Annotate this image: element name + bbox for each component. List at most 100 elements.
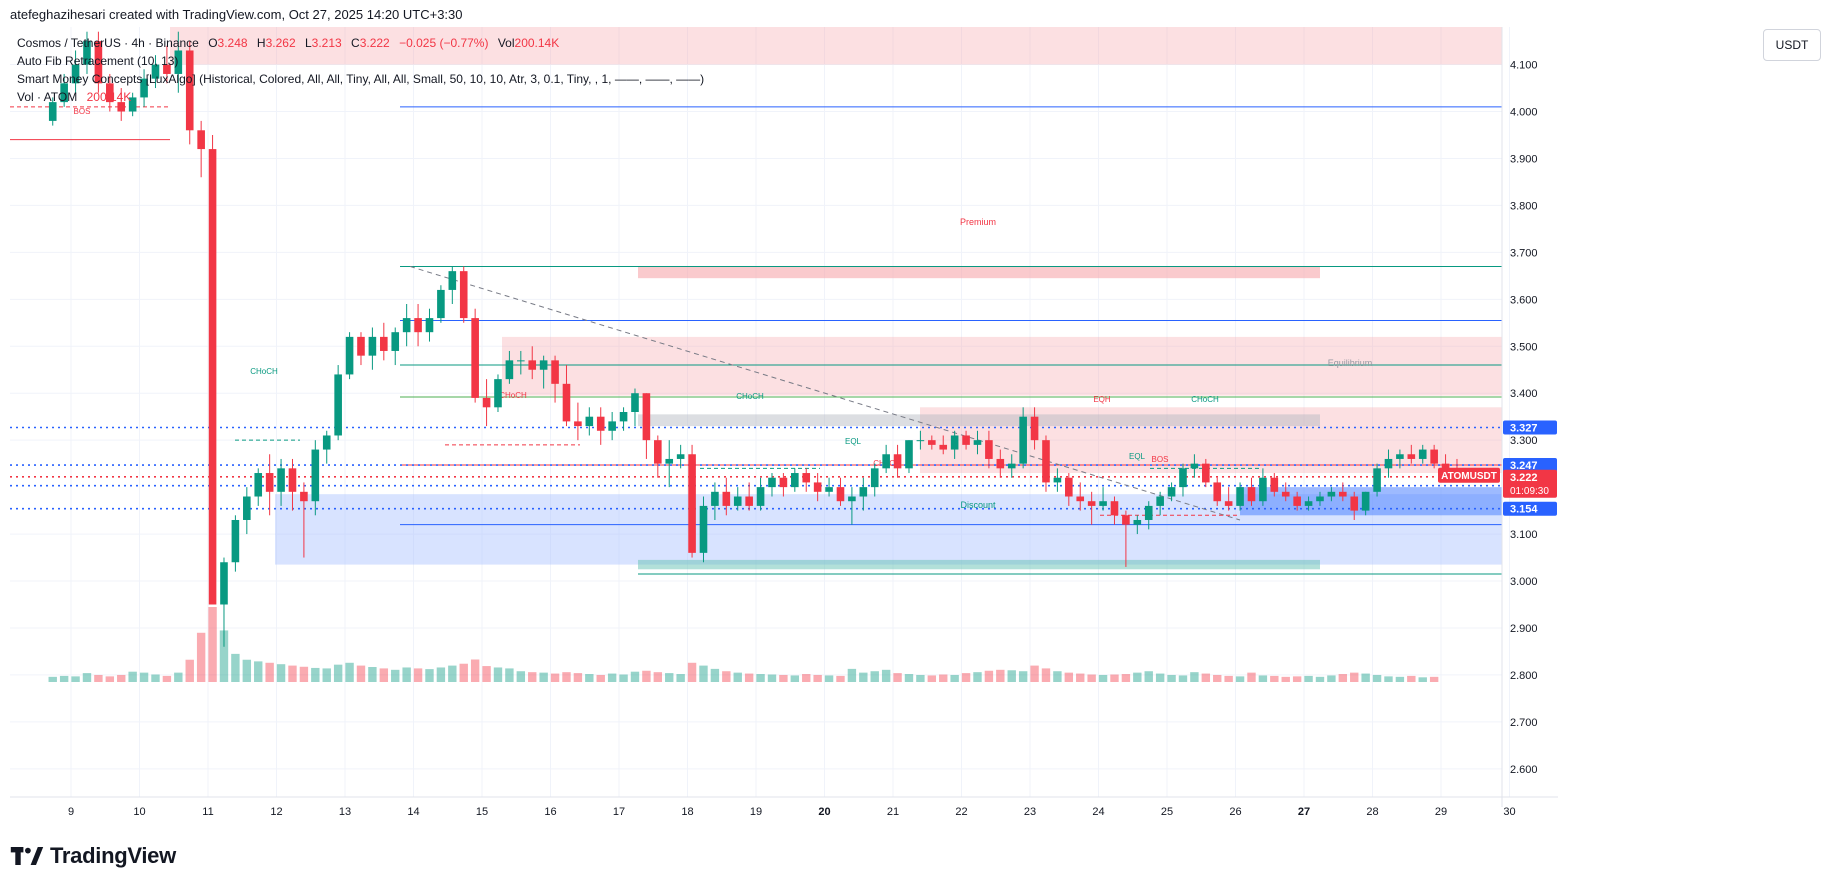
candle-body	[151, 64, 160, 79]
candle-body	[1190, 463, 1199, 469]
candle-body	[791, 473, 799, 488]
open-label: O	[208, 36, 218, 50]
candle-body	[528, 360, 537, 370]
candle-body	[802, 473, 811, 483]
volume-bar	[802, 674, 811, 682]
volume-bar	[939, 674, 948, 682]
choch-label: CHoCH	[499, 391, 527, 400]
discount-zone	[638, 559, 1320, 570]
time-tick-label: 23	[1024, 806, 1036, 818]
volume-indicator-label: Vol · ATOM	[17, 90, 78, 104]
candle-body	[517, 360, 525, 362]
candle-body	[596, 416, 605, 431]
volume-bar	[1327, 675, 1336, 682]
close-label: C	[351, 36, 360, 50]
candle-body	[654, 440, 662, 464]
candle-body	[631, 393, 639, 412]
volume-bar	[836, 675, 845, 682]
volume-bar	[425, 669, 434, 682]
volume-bar	[436, 667, 446, 682]
candle-body	[859, 487, 868, 497]
volume-bar	[1395, 676, 1405, 682]
volume-bar	[299, 666, 309, 682]
time-tick-label: 19	[750, 806, 762, 818]
candle-body	[916, 440, 925, 442]
candle-body	[1042, 440, 1050, 483]
candle-body	[83, 41, 91, 65]
candle-body	[779, 477, 788, 488]
volume-bar	[1110, 674, 1119, 682]
volume-bar	[996, 669, 1005, 682]
volume-bar	[459, 663, 468, 682]
volume-bar	[859, 672, 868, 682]
volume-bar	[1133, 672, 1142, 682]
candle-body	[380, 336, 388, 351]
volume-bar	[1098, 674, 1108, 682]
volume-bar	[345, 662, 354, 682]
candle-body	[60, 83, 68, 103]
candle-body	[711, 491, 719, 506]
candle-body	[1030, 416, 1039, 441]
symbol-legend-row[interactable]: Cosmos / TetherUS · 4h · Binance O3.248 …	[17, 34, 704, 52]
candle-body	[140, 78, 148, 98]
candle-body	[1396, 454, 1404, 459]
eql-label: EQL	[1129, 452, 1146, 461]
volume-bar	[219, 630, 229, 682]
time-tick-label: 24	[1092, 806, 1104, 818]
symbol-tag-label: ATOMUSDT	[1441, 471, 1497, 482]
chart-area[interactable]: BOSCHoCHCHoCHCHoCHEQLCHoCHEQHCHoCHEQLBOS…	[10, 27, 1824, 824]
volume-bar	[276, 664, 286, 682]
price-tick-label: 2.700	[1510, 717, 1538, 729]
price-tick-label: 3.400	[1510, 388, 1538, 400]
volume-bar	[1258, 675, 1268, 682]
volume-bar	[1338, 674, 1348, 682]
volume-bar	[767, 674, 777, 682]
symbol-name[interactable]: Cosmos / TetherUS · 4h · Binance	[17, 36, 199, 50]
candlestick-chart[interactable]: BOSCHoCHCHoCHCHoCHEQLCHoCHEQHCHoCHEQLBOS…	[10, 27, 1824, 824]
time-tick-label: 21	[887, 806, 899, 818]
volume-bar	[528, 672, 537, 682]
volume-bar	[333, 664, 343, 682]
candle-body	[836, 487, 845, 502]
candle-body	[1259, 477, 1267, 502]
currency-selector[interactable]: USDT	[1763, 29, 1821, 61]
time-tick-label: 27	[1298, 806, 1310, 818]
candle-body	[117, 102, 126, 112]
volume-bar	[208, 607, 217, 682]
indicator-smc[interactable]: Smart Money Concepts [LuxAlgo] (Historic…	[17, 72, 705, 86]
volume-bar	[516, 671, 526, 682]
candle-body	[1281, 491, 1290, 497]
volume-bar	[1247, 672, 1256, 682]
volume-bar	[493, 667, 503, 682]
volume-bar	[1384, 676, 1393, 682]
indicator-fib[interactable]: Auto Fib Retracement (10, 13)	[17, 54, 179, 68]
candle-body	[1224, 501, 1233, 506]
candle-body	[745, 496, 753, 506]
volume-bar	[254, 661, 263, 682]
candle-body	[893, 454, 902, 469]
volume-bar	[1407, 675, 1416, 682]
candle-body	[973, 440, 982, 445]
close-value: 3.222	[359, 36, 390, 50]
candle-body	[870, 468, 879, 488]
candle-body	[1213, 482, 1222, 502]
premium-label: Premium	[960, 217, 996, 227]
candle-body	[551, 360, 559, 384]
price-tick-label: 3.000	[1510, 576, 1538, 588]
price-tick-label: 2.900	[1510, 623, 1538, 635]
candle-body	[288, 468, 297, 492]
volume-bar	[847, 668, 857, 682]
volume-bar	[779, 674, 788, 682]
candle-body	[494, 379, 502, 408]
volume-bar	[1224, 675, 1233, 682]
candle-body	[882, 454, 890, 469]
candle-body	[928, 440, 936, 445]
time-tick-label: 28	[1366, 806, 1378, 818]
candle-body	[768, 477, 776, 488]
price-tick-label: 3.100	[1510, 529, 1538, 541]
volume-bar	[1018, 671, 1028, 682]
indicator-volume[interactable]: Vol · ATOM 200.14K	[17, 88, 704, 106]
candle-body	[813, 482, 822, 492]
candle-body	[1122, 515, 1130, 525]
volume-bar	[687, 662, 697, 682]
